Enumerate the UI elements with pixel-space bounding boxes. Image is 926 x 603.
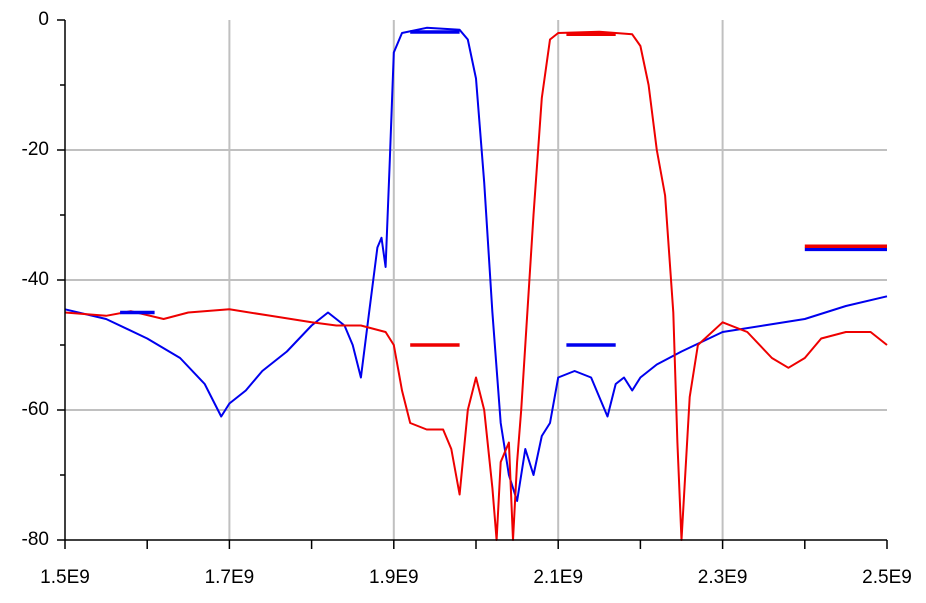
x-tick-label: 1.5E9 — [40, 567, 90, 588]
series-line — [64, 26, 888, 502]
y-tick-label: -60 — [22, 399, 49, 420]
x-tick-label: 2.1E9 — [533, 567, 583, 588]
x-tick-label: 1.7E9 — [205, 567, 255, 588]
series-line — [64, 30, 888, 541]
y-tick-label: 0 — [38, 9, 49, 30]
x-tick-label: 1.9E9 — [369, 567, 419, 588]
y-tick-label: -80 — [22, 529, 49, 550]
x-tick-label: 2.5E9 — [862, 567, 912, 588]
y-tick-label: -20 — [22, 139, 49, 160]
y-tick-label: -40 — [22, 269, 49, 290]
x-tick-label: 2.3E9 — [698, 567, 748, 588]
